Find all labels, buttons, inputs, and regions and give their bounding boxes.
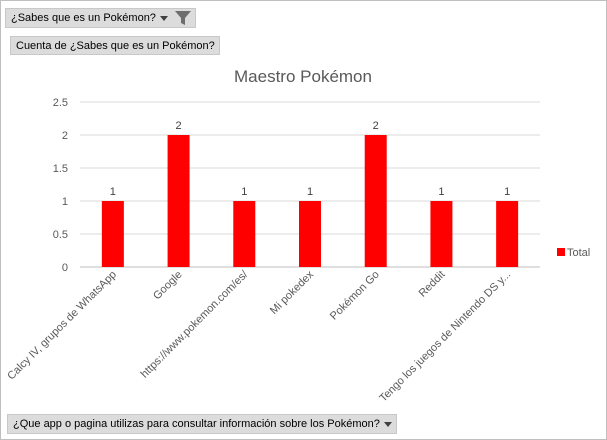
dropdown-arrow-icon[interactable]: [383, 421, 392, 427]
filter-field-label: ¿Sabes que es un Pokémon?: [11, 12, 156, 24]
chart-title: Maestro Pokémon: [234, 67, 372, 86]
data-label: 1: [110, 186, 116, 198]
x-tick-label: https://www.pokemon.com/es/: [139, 268, 251, 380]
filter-icon[interactable]: [174, 10, 192, 26]
y-tick-label: 1.5: [53, 163, 68, 175]
value-field-button[interactable]: Cuenta de ¿Sabes que es un Pokémon?: [10, 36, 220, 55]
bar[interactable]: [167, 135, 190, 267]
data-label: 1: [504, 186, 510, 198]
data-label: 1: [438, 186, 444, 198]
dropdown-arrow-icon[interactable]: [159, 15, 168, 21]
bar[interactable]: [101, 201, 124, 267]
y-tick-label: 2: [62, 130, 68, 142]
data-label: 1: [307, 186, 313, 198]
axis-field-button[interactable]: ¿Que app o pagina utilizas para consulta…: [7, 414, 397, 434]
x-tick-label: Google: [151, 269, 185, 303]
y-tick-label: 2.5: [53, 97, 68, 109]
y-tick-label: 0.5: [53, 229, 68, 241]
bar[interactable]: [364, 135, 387, 267]
axis-field-label: ¿Que app o pagina utilizas para consulta…: [13, 418, 380, 430]
x-tick-label: Reddit: [417, 269, 448, 300]
value-field-label: Cuenta de ¿Sabes que es un Pokémon?: [16, 39, 215, 52]
y-tick-label: 1: [62, 196, 68, 208]
legend-label: Total: [567, 247, 590, 259]
legend-swatch: [557, 248, 565, 256]
bar[interactable]: [430, 201, 453, 267]
data-label: 2: [373, 120, 379, 132]
bar[interactable]: [299, 201, 321, 267]
x-tick-label: Calcy IV, grupos de WhatsApp: [5, 269, 119, 383]
y-tick-label: 0: [62, 262, 68, 274]
x-tick-label: Pokémon Go: [328, 269, 382, 323]
data-label: 2: [176, 120, 182, 132]
x-tick-label: Tengo los juegos de Nintendo DS y...: [377, 269, 513, 405]
filter-field-button[interactable]: ¿Sabes que es un Pokémon?: [5, 8, 196, 28]
data-label: 1: [241, 186, 247, 198]
bar[interactable]: [496, 201, 519, 267]
bar[interactable]: [233, 201, 256, 267]
x-tick-label: Mi pokedex: [268, 268, 317, 317]
